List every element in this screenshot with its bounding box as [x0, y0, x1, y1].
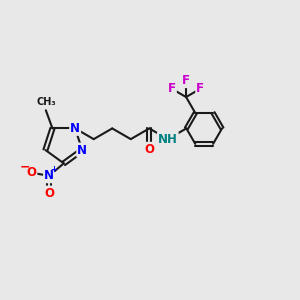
Text: −: −	[20, 160, 30, 173]
Text: F: F	[168, 82, 176, 95]
Text: F: F	[196, 82, 204, 95]
Text: N: N	[70, 122, 80, 135]
Text: CH₃: CH₃	[36, 97, 56, 107]
Text: O: O	[144, 143, 154, 156]
Text: +: +	[50, 165, 57, 174]
Text: N: N	[44, 169, 54, 182]
Text: NH: NH	[158, 133, 178, 146]
Text: O: O	[44, 187, 54, 200]
Text: O: O	[26, 166, 36, 179]
Text: F: F	[182, 74, 190, 87]
Text: N: N	[77, 143, 87, 157]
